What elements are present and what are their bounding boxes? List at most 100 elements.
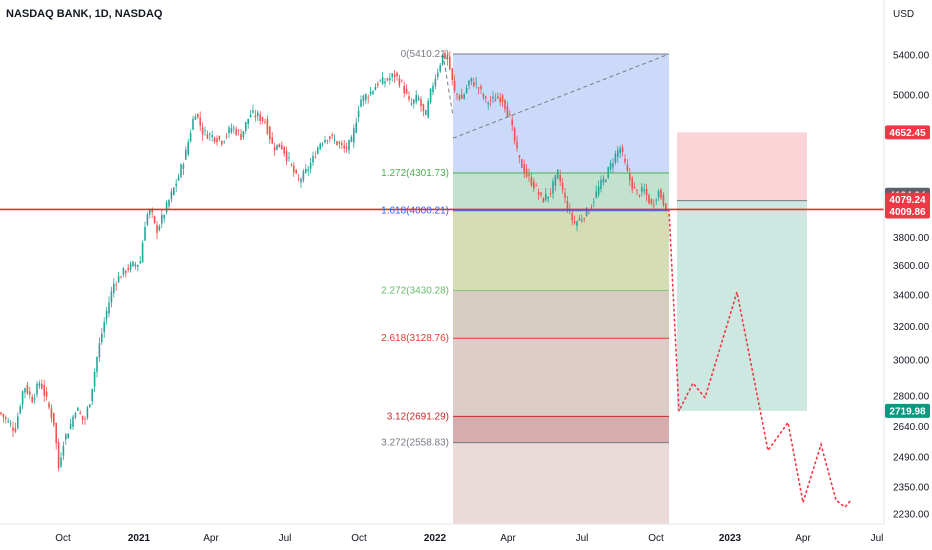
candle-body xyxy=(372,90,374,95)
candle-body xyxy=(134,264,137,267)
candle-body xyxy=(29,391,31,395)
candle-body xyxy=(245,122,247,131)
candle-body xyxy=(91,388,93,402)
candle-body xyxy=(662,194,665,205)
candle-body xyxy=(206,134,209,139)
candle-body xyxy=(561,182,564,190)
x-tick-label: Apr xyxy=(795,533,811,544)
x-tick-label: 2022 xyxy=(424,533,447,544)
candle-body xyxy=(24,388,26,393)
candle-body xyxy=(249,114,252,118)
y-tick-label: 5400.00 xyxy=(893,51,930,62)
candle-body xyxy=(473,82,475,87)
candle-body xyxy=(225,135,228,137)
candle-body xyxy=(576,221,578,226)
candle-body xyxy=(432,85,434,93)
candle-body xyxy=(93,371,96,387)
candle-body xyxy=(17,416,19,428)
candle-body xyxy=(571,213,573,221)
candle-body xyxy=(151,209,153,213)
candle-body xyxy=(384,81,386,84)
candle-body xyxy=(74,413,77,418)
candle-body xyxy=(48,403,50,408)
candle-body xyxy=(31,396,33,403)
candle-body xyxy=(300,179,302,183)
candle-body xyxy=(2,413,5,418)
candle-body xyxy=(381,77,384,85)
candle-body xyxy=(314,157,317,159)
price-tag xyxy=(885,403,930,418)
candle-body xyxy=(235,128,237,135)
candle-body xyxy=(638,195,641,197)
y-tick-label: 3600.00 xyxy=(893,261,930,272)
candles-layer xyxy=(0,50,667,472)
candle-body xyxy=(540,192,542,195)
candle-body xyxy=(379,80,381,82)
candle-body xyxy=(360,99,362,107)
candle-body xyxy=(461,94,463,99)
candle-body xyxy=(293,165,295,173)
candle-body xyxy=(101,333,103,343)
candle-body xyxy=(552,181,554,194)
candle-body xyxy=(197,113,199,118)
price-tag-label: 2719.98 xyxy=(889,406,926,417)
candle-body xyxy=(600,179,602,190)
candle-body xyxy=(180,164,182,177)
candle-body xyxy=(573,221,576,224)
candle-body xyxy=(437,72,439,77)
candle-body xyxy=(110,291,113,303)
candle-body xyxy=(391,73,393,78)
candle-body xyxy=(641,186,643,192)
candle-body xyxy=(657,190,660,198)
candle-body xyxy=(5,417,7,419)
candle-body xyxy=(192,118,194,130)
candle-body xyxy=(36,383,38,395)
candle-body xyxy=(81,415,84,420)
candle-body xyxy=(614,153,617,163)
candle-body xyxy=(420,99,422,107)
candle-body xyxy=(602,178,605,183)
candle-body xyxy=(62,445,65,456)
candle-body xyxy=(422,103,425,112)
candle-body xyxy=(367,96,369,98)
candle-body xyxy=(386,78,389,81)
candle-body xyxy=(554,175,557,186)
candle-body xyxy=(482,93,485,98)
candle-body xyxy=(597,186,600,195)
candle-body xyxy=(317,148,319,154)
candle-body xyxy=(427,100,429,118)
candle-body xyxy=(21,391,24,405)
candle-body xyxy=(285,151,288,161)
candle-body xyxy=(357,110,360,118)
candle-body xyxy=(410,103,413,105)
candle-body xyxy=(98,343,101,358)
candle-body xyxy=(127,267,129,271)
candle-body xyxy=(626,164,629,171)
candle-body xyxy=(417,97,420,101)
candle-body xyxy=(629,172,631,181)
candle-body xyxy=(617,150,619,157)
candle-body xyxy=(504,100,506,110)
candle-body xyxy=(9,423,12,425)
candle-body xyxy=(559,174,561,182)
candle-body xyxy=(132,261,134,267)
candle-body xyxy=(257,112,259,116)
candle-body xyxy=(67,433,69,439)
candle-body xyxy=(465,88,468,93)
candle-body xyxy=(444,52,446,59)
candle-body xyxy=(401,80,403,82)
candle-body xyxy=(425,110,427,116)
candle-body xyxy=(530,177,533,186)
candle-body xyxy=(456,93,458,95)
candle-body xyxy=(38,383,41,387)
candle-body xyxy=(307,169,309,171)
candle-body xyxy=(588,212,590,214)
candle-body xyxy=(156,224,158,234)
candle-body xyxy=(494,99,497,102)
candle-body xyxy=(547,196,549,199)
projected-path xyxy=(668,208,852,509)
fib-level-label: 3.12(2691.29) xyxy=(387,411,449,422)
candle-body xyxy=(33,397,36,400)
candle-body xyxy=(266,119,269,134)
